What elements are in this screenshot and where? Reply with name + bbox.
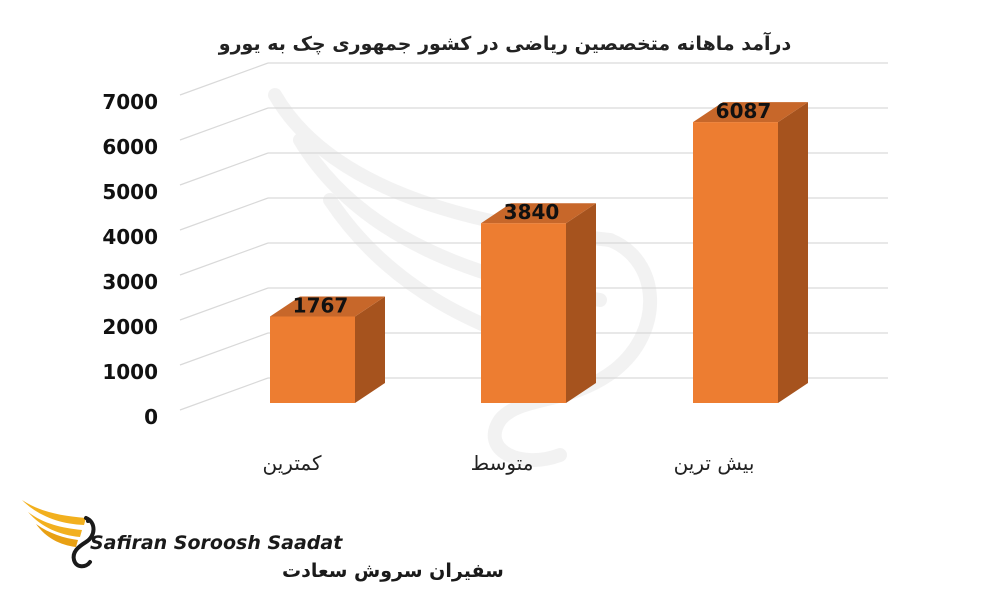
bar-side <box>355 296 385 403</box>
bar-side <box>778 102 808 404</box>
bar-front <box>481 223 566 403</box>
gridline-slant <box>179 107 269 141</box>
gridline-slant <box>179 152 269 186</box>
bar-front <box>270 316 355 403</box>
gridline-slant <box>179 332 269 366</box>
bar <box>481 203 596 403</box>
x-category-label: کمترین <box>263 451 322 475</box>
logo-latin-name: Safiran Soroosh Saadat <box>90 532 343 554</box>
chart-title: درآمد ماهانه متخصصین ریاضی در کشور جمهور… <box>218 31 792 55</box>
y-tick-label: 5000 <box>102 180 158 204</box>
bar <box>270 296 385 403</box>
gridline-slant <box>179 197 269 231</box>
data-label: 3840 <box>504 200 560 224</box>
bar-top <box>693 102 808 123</box>
bar-top <box>481 203 596 224</box>
y-tick-label: 4000 <box>102 225 158 249</box>
y-tick-label: 3000 <box>102 270 158 294</box>
data-labels: 1767 3840 6087 <box>293 99 772 317</box>
x-category-label: بیش ترین <box>674 451 755 475</box>
y-tick-label: 0 <box>144 405 158 429</box>
y-axis-ticks: 0 1000 2000 3000 4000 5000 6000 7000 <box>102 90 158 429</box>
gridline-slant <box>179 62 269 96</box>
y-tick-label: 1000 <box>102 360 158 384</box>
gridline-slant <box>179 377 269 411</box>
gridline-slant <box>179 242 269 276</box>
data-label: 1767 <box>293 293 349 317</box>
bar-side <box>566 203 596 403</box>
x-axis-categories: کمترین متوسط بیش ترین <box>263 451 755 475</box>
bar <box>693 102 808 404</box>
data-label: 6087 <box>716 99 772 123</box>
y-tick-label: 2000 <box>102 315 158 339</box>
logo-farsi-name: سفیران سروش سعادت <box>282 560 504 582</box>
bar-top <box>270 296 385 317</box>
x-category-label: متوسط <box>471 451 534 475</box>
company-logo: Safiran Soroosh Saadat سفیران سروش سعادت <box>22 500 504 582</box>
y-tick-label: 7000 <box>102 90 158 114</box>
bars <box>270 102 808 404</box>
gridline-slant <box>179 287 269 321</box>
y-tick-label: 6000 <box>102 135 158 159</box>
logo-wing-icon <box>22 500 96 569</box>
bar-front <box>693 122 778 404</box>
